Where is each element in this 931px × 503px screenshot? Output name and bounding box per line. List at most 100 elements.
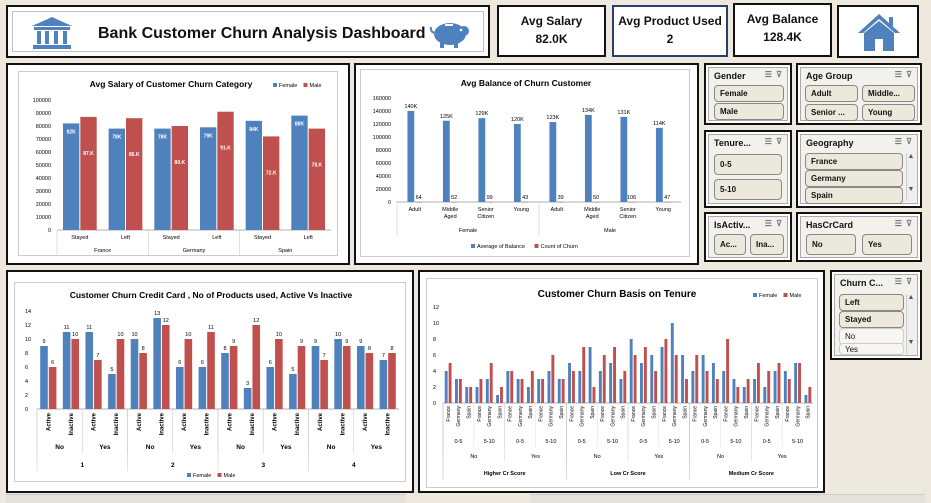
slicer-item-active[interactable]: Ac... (714, 234, 746, 255)
bar-female (291, 115, 308, 230)
x-tick-label: France (662, 406, 668, 422)
y-tick-label: 8 (25, 351, 28, 357)
bar-female (640, 363, 643, 403)
x-tick-label: Spain (806, 406, 812, 419)
multi-select-filter-icon[interactable]: ☰ ⊽ (764, 219, 783, 228)
slicer-item-germany[interactable]: Germany (805, 170, 903, 187)
scroll-down-icon[interactable]: ▼ (907, 339, 915, 346)
bar-female (289, 374, 297, 409)
data-label: 8 (368, 346, 371, 352)
x-tick-label: Germany (672, 406, 678, 427)
slicer-item-female[interactable]: Female (714, 85, 784, 102)
x-tick-label: Left (304, 235, 314, 241)
slicer-item-left[interactable]: Left (839, 294, 904, 311)
data-label: 12 (163, 318, 169, 324)
data-label: 6 (51, 360, 54, 366)
x-subgroup-label: Yes (280, 444, 292, 451)
x-tick-label: Senior (620, 207, 636, 213)
x-tick-label: Germany (703, 406, 709, 427)
slicer-item-inactive[interactable]: Ina... (750, 234, 784, 255)
kpi-label: Avg Balance (746, 12, 819, 26)
bar-male (695, 355, 699, 403)
slicer-item-adult[interactable]: Adult (805, 85, 858, 102)
slicer-item-young[interactable]: Young (862, 104, 915, 121)
bar-female (175, 367, 184, 409)
x-tenure-label: 0-5 (454, 439, 462, 445)
x-tick-label: Stayed (71, 235, 88, 241)
has-cr-card-slicer-box: HasCrCard ☰ ⊽ No Yes (796, 212, 922, 262)
x-tenure-label: 5-10 (484, 439, 495, 445)
scroll-up-icon[interactable]: ▲ (907, 294, 915, 301)
x-tenure-label: 0-5 (516, 439, 524, 445)
y-tick-label: 2 (25, 393, 28, 399)
slicer-item-middle[interactable]: Middle... (862, 85, 915, 102)
multi-select-filter-icon[interactable]: ☰ ⊽ (894, 219, 913, 228)
tenure-slicer: Tenure... ☰ ⊽ 0-5 5-10 (708, 134, 788, 204)
multi-select-filter-icon[interactable]: ☰ ⊽ (894, 277, 913, 286)
x-score-label: Medium Cr Score (729, 471, 774, 477)
x-group-label: Male (604, 228, 616, 234)
kpi-label: Avg Salary (520, 14, 583, 28)
multi-select-filter-icon[interactable]: ☰ ⊽ (764, 70, 783, 79)
home-icon[interactable] (856, 11, 902, 53)
bar-male (297, 346, 306, 409)
data-label: 8 (223, 346, 226, 352)
x-tenure-label: 0-5 (639, 439, 647, 445)
slicer-item-no[interactable]: No (806, 234, 856, 255)
y-tick-label: 0 (388, 200, 391, 206)
bar-female (108, 374, 116, 409)
chart-title: Customer Churn Credit Card , No of Produ… (70, 290, 353, 300)
legend-swatch (471, 244, 475, 248)
slicer-item-male[interactable]: Male (714, 103, 784, 120)
bar-male (756, 363, 760, 403)
balance-chart: Avg Balance of Churn Customer 0 20000 40000… (360, 69, 690, 257)
slicer-item-senior[interactable]: Senior ... (805, 104, 858, 121)
bar-female (763, 387, 767, 403)
slicer-item-tenure-0-5[interactable]: 0-5 (714, 154, 782, 175)
y-tick-label: 6 (433, 353, 436, 359)
x-group-label: 2 (171, 462, 175, 469)
bar-female (153, 318, 161, 409)
scroll-up-icon[interactable]: ▲ (907, 153, 915, 160)
data-label: 9 (42, 339, 45, 345)
data-label: 88K (295, 122, 305, 128)
slicer-scrollbar[interactable]: ▲ ▼ (906, 153, 915, 201)
bar-female (243, 388, 252, 409)
slicer-item-tenure-5-10[interactable]: 5-10 (714, 179, 782, 200)
legend-label: Average of Balance (477, 244, 525, 250)
bar-male (80, 116, 97, 230)
x-tick-label: Spain (590, 406, 596, 419)
x-tick-label: Germany (765, 406, 771, 427)
slicer-item-stayed[interactable]: Stayed (839, 311, 904, 328)
x-tenure-label: 0-5 (701, 439, 709, 445)
scroll-down-icon[interactable]: ▼ (907, 186, 915, 193)
y-tick-label: 0 (25, 407, 28, 413)
y-tick-label: 10 (25, 337, 31, 343)
bar-male (48, 367, 57, 409)
multi-select-filter-icon[interactable]: ☰ ⊽ (764, 137, 783, 146)
slicer-item-yes[interactable]: Yes (862, 234, 912, 255)
home-button[interactable] (837, 5, 919, 58)
slicer-item-france[interactable]: France (805, 153, 903, 170)
slicer-item-spain[interactable]: Spain (805, 187, 903, 204)
y-tick-label: 14 (25, 309, 31, 315)
x-tenure-label: 5-10 (669, 439, 680, 445)
bar-male (116, 339, 125, 409)
x-tick-label: Germany (610, 406, 616, 427)
x-tick-label: Spain (559, 406, 565, 419)
x-tick-label: Aged (444, 214, 457, 220)
x-tick-label: Active (363, 412, 369, 431)
multi-select-filter-icon[interactable]: ☰ ⊽ (894, 137, 913, 146)
data-label: 114K (653, 121, 666, 127)
bar-female (660, 347, 664, 403)
x-subgroup-label: Yes (371, 444, 383, 451)
bar-female (334, 339, 342, 409)
slicer-title: IsActiv... ☰ ⊽ (709, 217, 787, 232)
legend-label: Female (759, 293, 777, 299)
bar-male (184, 339, 193, 409)
bar-female (537, 379, 541, 403)
multi-select-filter-icon[interactable]: ☰ ⊽ (894, 70, 913, 79)
slicer-item-yes[interactable]: Yes (839, 343, 904, 355)
slicer-scrollbar[interactable]: ▲ ▼ (906, 294, 915, 354)
bar-average-of-balance (620, 116, 628, 202)
